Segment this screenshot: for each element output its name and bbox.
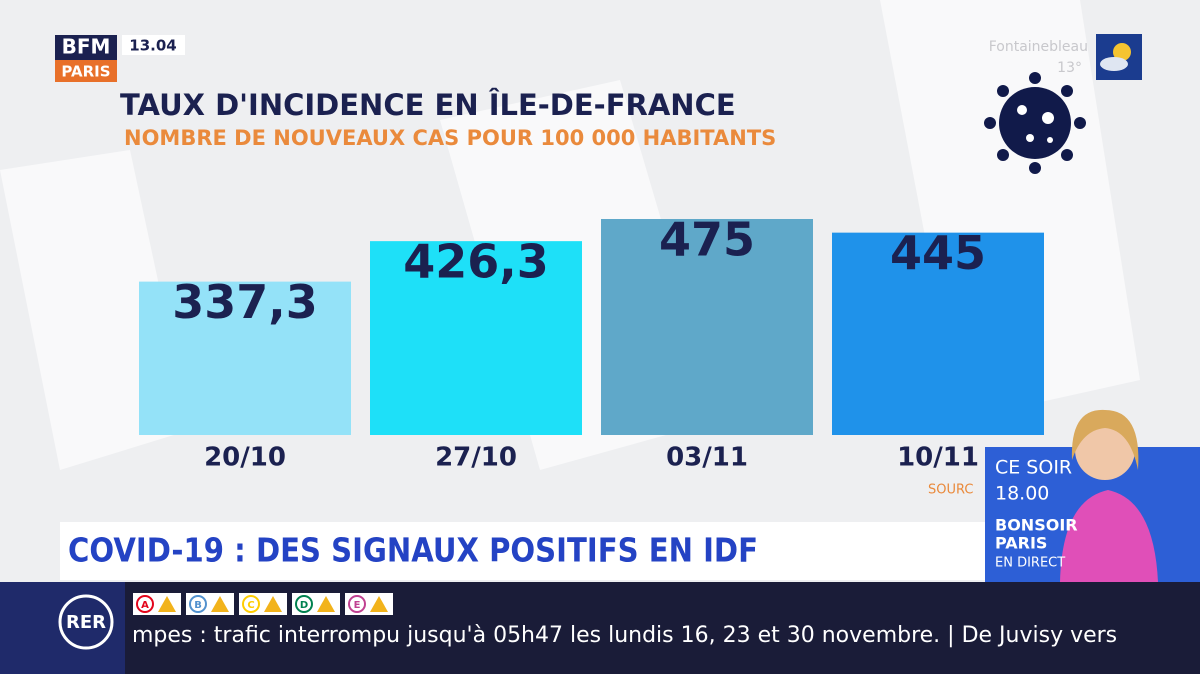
line-badge bbox=[136, 595, 154, 613]
line-badge bbox=[348, 595, 366, 613]
value-label: 426,3 bbox=[403, 235, 549, 289]
warning-icon bbox=[370, 596, 388, 612]
bars: 337,3 20/10 426,3 27/10 475 03/11 445 10/11 bbox=[139, 213, 1044, 473]
line-icons: A B C D E bbox=[133, 593, 393, 615]
time-box bbox=[122, 35, 185, 55]
line-letter: C bbox=[247, 600, 254, 611]
bar bbox=[370, 241, 582, 435]
sun bbox=[1113, 43, 1131, 61]
logo-top: BFM bbox=[62, 35, 111, 59]
time: 13.04 bbox=[129, 37, 176, 55]
headline: COVID-19 : DES SIGNAUX POSITIFS EN IDF bbox=[68, 531, 758, 570]
x-tick-label: 20/10 bbox=[204, 443, 286, 473]
bar bbox=[601, 219, 813, 435]
line-letter: A bbox=[141, 600, 149, 611]
warning-icon bbox=[264, 596, 282, 612]
promo-line: CE SOIR bbox=[995, 457, 1072, 479]
line-badge bbox=[295, 595, 313, 613]
presenter-hair bbox=[1071, 409, 1139, 470]
ticker-text: mpes : trafic interrompu jusqu'à 05h47 l… bbox=[132, 623, 1117, 648]
virus-spots bbox=[1017, 105, 1054, 143]
logo-bottom-box bbox=[55, 60, 117, 82]
ticker-label-box bbox=[0, 582, 125, 674]
bar bbox=[139, 281, 351, 435]
warning-icon bbox=[158, 596, 176, 612]
virus-icon bbox=[984, 72, 1086, 174]
chart-subtitle: NOMBRE DE NOUVEAUX CAS POUR 100 000 HABI… bbox=[124, 126, 776, 150]
promo-line: EN DIRECT bbox=[995, 556, 1065, 571]
line-letter: B bbox=[194, 600, 202, 611]
promo-line: 18.00 bbox=[995, 483, 1049, 505]
line-badge bbox=[242, 595, 260, 613]
headline-band bbox=[60, 522, 985, 580]
bar bbox=[832, 232, 1044, 435]
value-label: 337,3 bbox=[172, 275, 318, 329]
ticker-label: RER bbox=[66, 612, 106, 633]
warning-icon bbox=[211, 596, 229, 612]
value-label: 475 bbox=[659, 213, 755, 267]
promo-line: PARIS bbox=[995, 534, 1047, 553]
x-tick-label: 27/10 bbox=[435, 443, 517, 473]
chart-title: TAUX D'INCIDENCE EN ÎLE-DE-FRANCE bbox=[120, 88, 736, 122]
weather-city: Fontainebleau bbox=[989, 39, 1088, 55]
promo-line: BONSOIR bbox=[995, 516, 1078, 535]
value-label: 445 bbox=[890, 226, 986, 280]
weather-temp: 13° bbox=[1057, 60, 1082, 76]
rer-circle bbox=[58, 594, 114, 650]
x-tick-label: 03/11 bbox=[666, 443, 748, 473]
logo-bottom: PARIS bbox=[61, 63, 110, 81]
cloud bbox=[1100, 57, 1128, 71]
presenter bbox=[1060, 490, 1158, 582]
logo-box bbox=[55, 35, 117, 60]
presenter-face bbox=[1075, 420, 1135, 480]
line-letter: E bbox=[354, 600, 361, 611]
line-badge bbox=[189, 595, 207, 613]
warning-icon bbox=[317, 596, 335, 612]
line-letter: D bbox=[300, 600, 308, 611]
source: SOURC bbox=[928, 483, 973, 498]
x-tick-label: 10/11 bbox=[897, 443, 979, 473]
